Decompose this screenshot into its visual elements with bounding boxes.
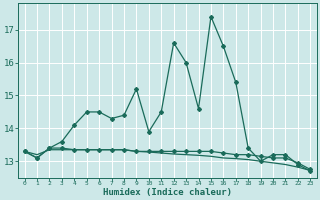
- X-axis label: Humidex (Indice chaleur): Humidex (Indice chaleur): [103, 188, 232, 197]
